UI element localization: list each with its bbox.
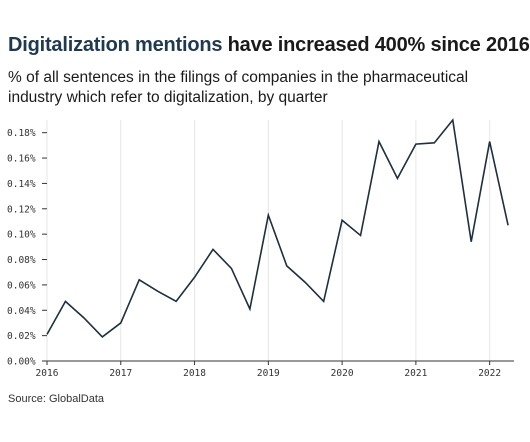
x-tick-label: 2021 bbox=[404, 368, 427, 379]
y-tick-label: 0.14% bbox=[7, 179, 36, 190]
y-tick-label: 0.06% bbox=[7, 280, 36, 291]
y-tick-label: 0.00% bbox=[7, 357, 36, 368]
y-tick-label: 0.12% bbox=[7, 204, 36, 215]
chart-subtitle: % of all sentences in the filings of com… bbox=[8, 69, 469, 106]
y-tick-label: 0.16% bbox=[7, 154, 36, 165]
source-note: Source: GlobalData bbox=[8, 393, 104, 405]
y-tick-label: 0.04% bbox=[7, 306, 36, 317]
y-tick-label: 0.10% bbox=[7, 230, 36, 241]
y-tick-label: 0.18% bbox=[7, 128, 36, 139]
x-tick-label: 2022 bbox=[478, 368, 501, 379]
chart-title-highlight: Digitalization mentions bbox=[8, 34, 223, 56]
x-tick-label: 2020 bbox=[331, 368, 354, 379]
x-tick-label: 2018 bbox=[183, 368, 206, 379]
x-tick-label: 2016 bbox=[36, 368, 59, 379]
x-tick-label: 2017 bbox=[109, 368, 132, 379]
y-tick-label: 0.02% bbox=[7, 331, 36, 342]
chart-title-rest: have increased 400% since 2016 bbox=[222, 34, 530, 56]
x-tick-label: 2019 bbox=[257, 368, 280, 379]
series-line bbox=[46, 118, 509, 338]
y-tick-label: 0.08% bbox=[7, 255, 36, 266]
chart-title: Digitalization mentions have increased 4… bbox=[8, 34, 530, 57]
